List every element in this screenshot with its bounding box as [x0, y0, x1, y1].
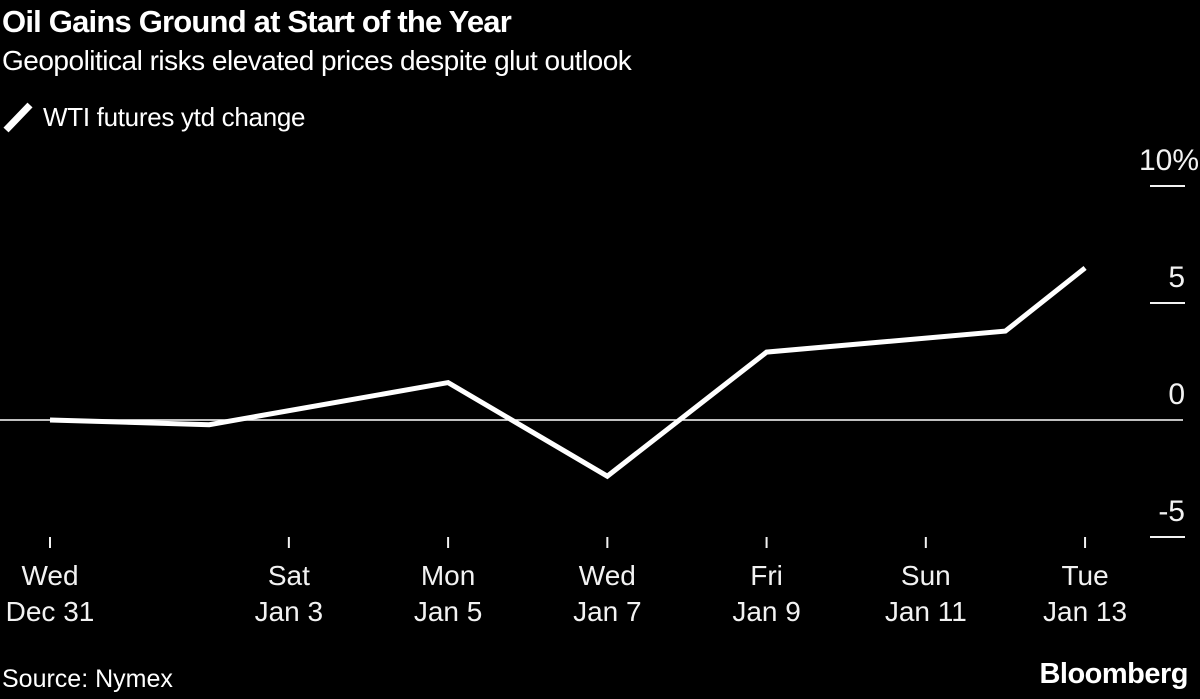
- line-series-slash-icon: [3, 102, 33, 133]
- x-axis-label-date: Jan 5: [413, 596, 483, 627]
- x-axis-label: Fri Jan 9: [697, 558, 837, 630]
- x-axis-label-weekday: Wed: [578, 560, 636, 591]
- x-axis-label: Sun Jan 11: [856, 558, 996, 630]
- source-credit: Source: Nymex: [2, 665, 173, 693]
- x-axis-label-date: Jan 3: [254, 596, 324, 627]
- x-axis-label: Mon Jan 5: [378, 558, 518, 630]
- x-axis-label: Wed Jan 7: [537, 558, 677, 630]
- y-axis-label: 0: [1168, 378, 1185, 411]
- x-axis-label-date: Jan 13: [1043, 596, 1128, 627]
- legend: WTI futures ytd change: [3, 101, 305, 133]
- x-axis-label-weekday: Mon: [420, 560, 476, 591]
- y-axis-label: 10%: [1138, 144, 1199, 177]
- y-axis-label: 5: [1168, 261, 1185, 294]
- x-axis-label-date: Jan 11: [884, 596, 967, 627]
- x-axis-label-weekday: Wed: [21, 560, 79, 591]
- x-axis-label-weekday: Sat: [267, 560, 310, 591]
- x-axis-label: Sat Jan 3: [219, 558, 359, 630]
- x-axis-label-date: Jan 7: [573, 596, 642, 627]
- x-axis-label-weekday: Tue: [1061, 560, 1109, 591]
- y-axis-label: -5: [1158, 495, 1185, 528]
- x-axis-label-date: Dec 31: [5, 596, 95, 627]
- x-axis-label: Wed Dec 31: [0, 558, 120, 630]
- x-axis-label-date: Jan 9: [732, 596, 801, 627]
- wti-line-series: [49, 265, 1087, 480]
- chart-subtitle: Geopolitical risks elevated prices despi…: [2, 45, 632, 76]
- bloomberg-logo: Bloomberg: [1039, 658, 1188, 690]
- legend-series-label: WTI futures ytd change: [43, 101, 306, 132]
- chart-title: Oil Gains Ground at Start of the Year: [2, 4, 512, 39]
- x-axis-label-weekday: Fri: [750, 560, 783, 591]
- x-axis-label-weekday: Sun: [900, 560, 951, 591]
- x-axis-label: Tue Jan 13: [1015, 558, 1155, 630]
